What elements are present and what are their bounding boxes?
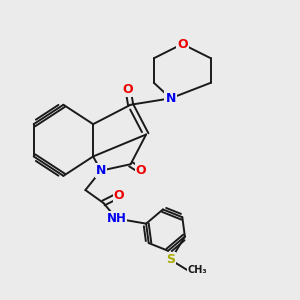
Text: O: O xyxy=(114,189,124,202)
Text: N: N xyxy=(166,92,176,105)
Text: O: O xyxy=(123,83,133,96)
Text: O: O xyxy=(177,38,188,50)
Text: N: N xyxy=(96,164,106,177)
Text: S: S xyxy=(166,253,175,266)
Text: NH: NH xyxy=(106,212,126,225)
Text: O: O xyxy=(136,164,146,177)
Text: CH₃: CH₃ xyxy=(188,265,207,275)
